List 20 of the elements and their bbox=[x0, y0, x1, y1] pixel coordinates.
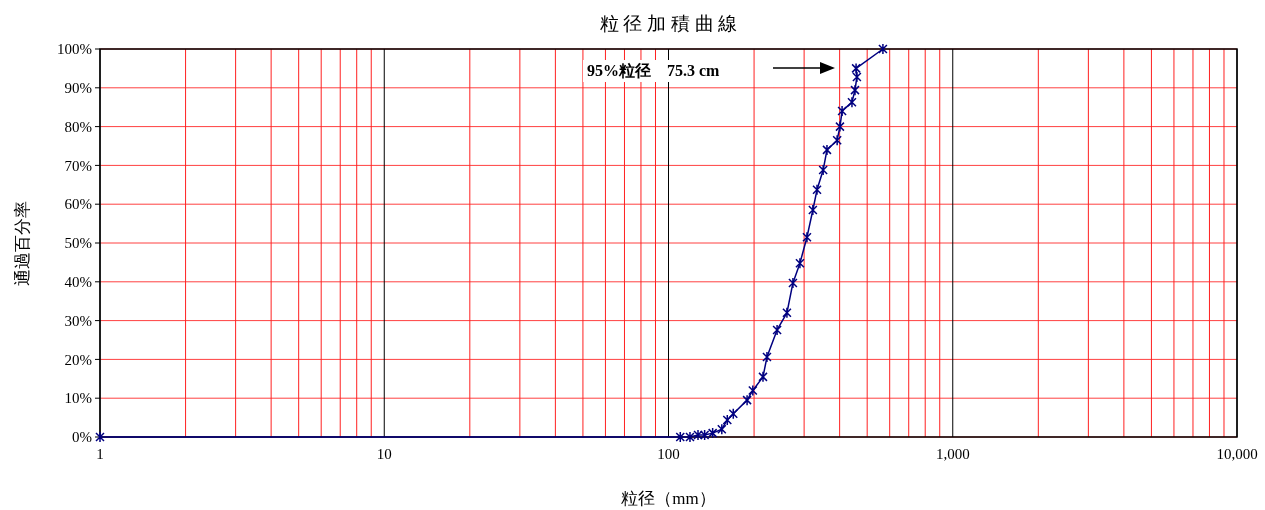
y-tick-label: 70% bbox=[64, 157, 92, 174]
chart-title: 粒 径 加 積 曲 線 bbox=[599, 13, 738, 34]
y-tick-label: 80% bbox=[64, 118, 92, 135]
x-tick-label: 10 bbox=[376, 446, 392, 462]
y-tick-label: 20% bbox=[64, 351, 92, 368]
y-tick-label: 50% bbox=[64, 235, 92, 252]
y-tick-label: 10% bbox=[64, 390, 92, 407]
y-tick-label: 0% bbox=[72, 429, 92, 446]
x-tick-label: 10,000 bbox=[1216, 446, 1258, 462]
x-axis-title: 粒径（mm） bbox=[621, 489, 716, 508]
x-tick-label: 1,000 bbox=[935, 446, 970, 462]
y-tick-label: 90% bbox=[64, 80, 92, 97]
y-tick-label: 60% bbox=[64, 196, 92, 213]
y-axis-title: 通過百分率 bbox=[13, 200, 32, 286]
x-tick-label: 1 bbox=[96, 446, 104, 462]
y-tick-label: 30% bbox=[64, 312, 92, 329]
y-tick-label: 40% bbox=[64, 274, 92, 291]
y-tick-label: 100% bbox=[57, 41, 92, 58]
x-tick-label: 100 bbox=[657, 446, 680, 462]
annotation: 95%粒径 75.3 cm bbox=[587, 62, 721, 79]
